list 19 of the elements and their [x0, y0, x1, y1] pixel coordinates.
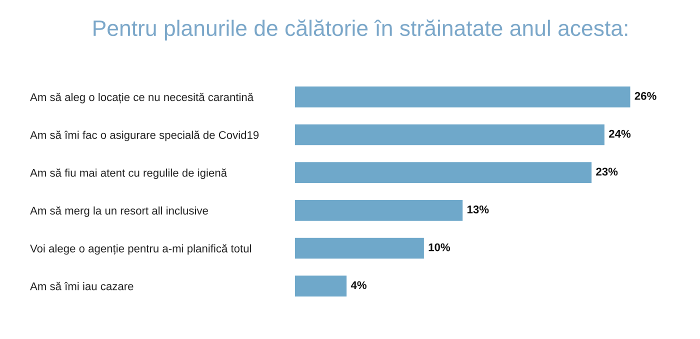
bar: [295, 86, 630, 108]
y-tick-label: Am să fiu mai atent cu regulile de igienă: [30, 168, 228, 179]
y-tick-label: Voi alege o agenție pentru a-mi planifică totul: [30, 244, 252, 255]
data-label: 23%: [596, 168, 618, 176]
bar: [295, 200, 463, 221]
y-tick-label: Am să merg la un resort all inclusive: [30, 206, 208, 217]
bar: [295, 162, 592, 183]
data-label: 13%: [467, 206, 489, 214]
bar: [295, 238, 424, 259]
data-label: 24%: [609, 130, 631, 138]
data-label: 4%: [350, 281, 367, 290]
bar: [295, 124, 604, 146]
data-label: 26%: [634, 92, 656, 100]
y-tick-label: Am să îmi fac o asigurare specială de Covid19: [30, 130, 259, 142]
y-tick-label: Am să îmi iau cazare: [30, 282, 134, 290]
y-tick-label: Am să aleg o locație ce nu necesită carantină: [30, 92, 254, 104]
bar: [295, 276, 347, 296]
chart-title: Pentru planurile de călătorie în străinatate anul acesta:: [94, 20, 628, 40]
data-label: 10%: [428, 243, 450, 252]
